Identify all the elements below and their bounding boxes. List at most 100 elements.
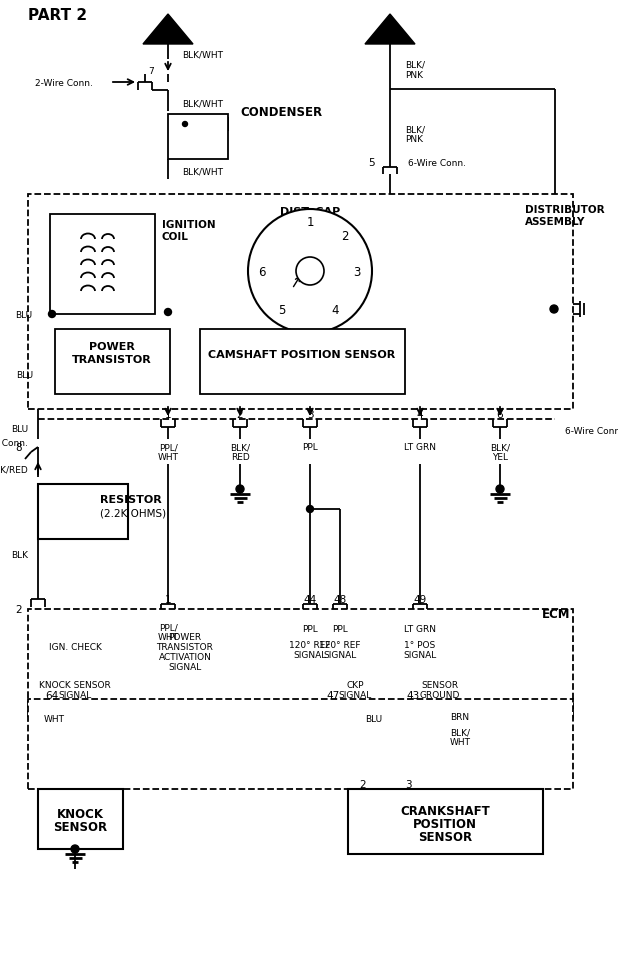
Text: PPL: PPL bbox=[302, 443, 318, 452]
Polygon shape bbox=[143, 15, 193, 45]
Text: IGNITION: IGNITION bbox=[162, 220, 216, 230]
Text: WHT: WHT bbox=[44, 715, 65, 724]
Text: POWER: POWER bbox=[89, 342, 135, 352]
Bar bbox=[28, 610, 573, 719]
Text: POWER: POWER bbox=[169, 633, 201, 641]
Text: 5: 5 bbox=[278, 303, 286, 316]
Text: BLK/WHT: BLK/WHT bbox=[182, 168, 223, 176]
Text: LT GRN: LT GRN bbox=[404, 443, 436, 452]
Text: BLU: BLU bbox=[365, 715, 382, 724]
Text: RED: RED bbox=[231, 452, 250, 461]
Text: TRANSISTOR: TRANSISTOR bbox=[72, 355, 152, 364]
Circle shape bbox=[307, 506, 313, 513]
Text: 2: 2 bbox=[237, 410, 243, 420]
Circle shape bbox=[71, 845, 79, 853]
Text: SENSOR: SENSOR bbox=[418, 830, 472, 844]
Text: SIGNAL: SIGNAL bbox=[58, 690, 91, 699]
Text: PART 2: PART 2 bbox=[28, 9, 87, 23]
Text: ASSEMBLY: ASSEMBLY bbox=[525, 217, 585, 227]
Text: (2.2K OHMS): (2.2K OHMS) bbox=[100, 508, 166, 517]
Circle shape bbox=[236, 485, 244, 493]
Text: BLK/WHT: BLK/WHT bbox=[182, 100, 223, 109]
Text: BRN: BRN bbox=[450, 713, 469, 722]
Text: PPL: PPL bbox=[302, 625, 318, 634]
Text: 64: 64 bbox=[44, 690, 58, 701]
Text: CRANKSHAFT: CRANKSHAFT bbox=[400, 804, 490, 818]
Bar bbox=[38, 484, 128, 540]
Circle shape bbox=[550, 305, 558, 314]
Text: POSITION: POSITION bbox=[413, 818, 477, 830]
Text: 6-Wire Conn.: 6-Wire Conn. bbox=[565, 427, 618, 436]
Text: 4: 4 bbox=[331, 303, 339, 316]
Text: BLU: BLU bbox=[15, 310, 32, 319]
Circle shape bbox=[48, 311, 56, 318]
Text: 3: 3 bbox=[353, 266, 361, 278]
Text: 1: 1 bbox=[307, 215, 314, 229]
Polygon shape bbox=[365, 15, 415, 45]
Circle shape bbox=[296, 258, 324, 286]
Text: GROUND: GROUND bbox=[420, 690, 460, 699]
Text: 120° REF: 120° REF bbox=[320, 640, 361, 649]
Bar bbox=[28, 700, 573, 789]
Bar bbox=[200, 329, 405, 394]
Text: WHT: WHT bbox=[158, 632, 179, 641]
Text: 2: 2 bbox=[360, 779, 366, 789]
Text: 47: 47 bbox=[327, 690, 340, 701]
Text: 2: 2 bbox=[341, 231, 349, 243]
Text: BLK: BLK bbox=[11, 550, 28, 559]
Text: 5: 5 bbox=[368, 158, 375, 168]
Text: 1: 1 bbox=[164, 594, 171, 605]
Text: CAMSHAFT POSITION SENSOR: CAMSHAFT POSITION SENSOR bbox=[208, 350, 396, 359]
Text: 6: 6 bbox=[497, 410, 503, 420]
Bar bbox=[50, 215, 155, 315]
Text: ECM: ECM bbox=[541, 608, 570, 621]
Circle shape bbox=[182, 122, 187, 127]
Text: YEL: YEL bbox=[492, 452, 508, 461]
Text: ACTIVATION: ACTIVATION bbox=[159, 653, 211, 662]
Text: CONDENSER: CONDENSER bbox=[240, 106, 322, 118]
Text: BLK/: BLK/ bbox=[450, 728, 470, 736]
Text: 6-Wire Conn.: 6-Wire Conn. bbox=[408, 158, 466, 168]
Text: 43: 43 bbox=[407, 690, 420, 701]
Text: SIGNAL: SIGNAL bbox=[323, 650, 357, 659]
Text: 120° REF: 120° REF bbox=[289, 640, 331, 649]
Text: SENSOR: SENSOR bbox=[421, 680, 459, 689]
Text: 48: 48 bbox=[333, 594, 347, 605]
Text: 1: 1 bbox=[164, 410, 171, 420]
Circle shape bbox=[164, 309, 172, 316]
Text: SIGNAL: SIGNAL bbox=[404, 650, 437, 659]
Text: BLU: BLU bbox=[11, 425, 28, 434]
Text: BLU: BLU bbox=[17, 370, 33, 379]
Text: IGN. CHECK: IGN. CHECK bbox=[49, 642, 101, 652]
Circle shape bbox=[248, 209, 372, 333]
Text: PNK: PNK bbox=[405, 136, 423, 144]
Text: WHT: WHT bbox=[158, 452, 179, 461]
Text: BLK/: BLK/ bbox=[405, 60, 425, 70]
Bar bbox=[348, 789, 543, 854]
Bar bbox=[28, 195, 573, 410]
Text: 3: 3 bbox=[405, 779, 412, 789]
Bar bbox=[168, 115, 228, 160]
Text: B: B bbox=[384, 25, 396, 39]
Text: BLK/WHT: BLK/WHT bbox=[182, 50, 223, 59]
Text: LT GRN: LT GRN bbox=[404, 625, 436, 634]
Text: SENSOR: SENSOR bbox=[53, 821, 107, 833]
Text: PPL/: PPL/ bbox=[159, 443, 177, 452]
Text: 49: 49 bbox=[413, 594, 426, 605]
Text: RESISTOR: RESISTOR bbox=[100, 494, 162, 505]
Bar bbox=[55, 329, 170, 394]
Text: 2: 2 bbox=[15, 605, 22, 614]
Text: BLK/: BLK/ bbox=[230, 443, 250, 452]
Text: 2-Wire Conn.: 2-Wire Conn. bbox=[0, 438, 28, 447]
Text: CKP: CKP bbox=[346, 680, 364, 689]
Text: SIGNAL: SIGNAL bbox=[294, 650, 327, 659]
Text: BLK/RED: BLK/RED bbox=[0, 465, 28, 474]
Text: 44: 44 bbox=[303, 594, 316, 605]
Text: PPL: PPL bbox=[332, 625, 348, 634]
Text: 2-Wire Conn.: 2-Wire Conn. bbox=[35, 78, 93, 87]
Text: SIGNAL: SIGNAL bbox=[339, 690, 371, 699]
Text: BLK/: BLK/ bbox=[490, 443, 510, 452]
Text: PNK: PNK bbox=[405, 71, 423, 79]
Text: DIST. CAP: DIST. CAP bbox=[280, 206, 340, 217]
Text: 4: 4 bbox=[417, 410, 423, 420]
